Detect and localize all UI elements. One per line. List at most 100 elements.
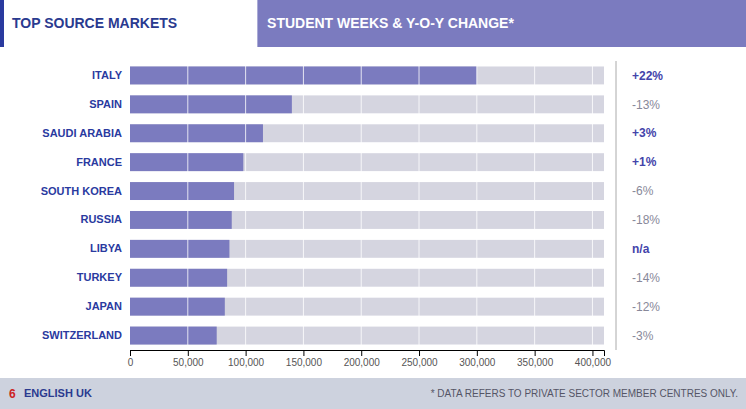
change-label: n/a bbox=[632, 242, 650, 256]
y-tick: JAPAN bbox=[86, 300, 130, 312]
bar bbox=[130, 327, 217, 345]
bar bbox=[130, 95, 292, 113]
title: TOP SOURCE MARKETS bbox=[12, 15, 177, 31]
marks bbox=[130, 66, 604, 344]
x-tick-label: 100,000 bbox=[228, 357, 265, 368]
change-label: +22% bbox=[632, 69, 663, 83]
x-tick: 200,000 bbox=[344, 350, 381, 368]
x-tick-label: 300,000 bbox=[459, 357, 496, 368]
y-tick-label: SPAIN bbox=[89, 98, 122, 110]
x-tick-label: 150,000 bbox=[286, 357, 323, 368]
x-axis: 0 50,000 100,000 150,000 200,000 250,000 300,0… bbox=[128, 350, 612, 368]
track bbox=[130, 95, 604, 113]
y-tick-label: LIBYA bbox=[90, 242, 122, 254]
grid-line bbox=[592, 61, 593, 350]
track bbox=[130, 182, 604, 200]
x-tick: 150,000 bbox=[286, 350, 323, 368]
track bbox=[130, 66, 604, 84]
x-tick-mark bbox=[246, 350, 247, 356]
x-tick-mark bbox=[592, 350, 593, 356]
grid-line bbox=[419, 61, 420, 350]
y-tick-label: ITALY bbox=[92, 69, 123, 81]
x-tick-mark bbox=[188, 350, 189, 356]
x-tick: 50,000 bbox=[173, 350, 204, 368]
grid-line bbox=[187, 61, 188, 350]
y-tick: SOUTH KOREA bbox=[41, 185, 130, 197]
bar bbox=[130, 124, 263, 142]
y-tick: TURKEY bbox=[77, 271, 130, 283]
y-tick-label: FRANCE bbox=[76, 156, 122, 168]
footer-brand: ENGLISH UK bbox=[24, 387, 92, 399]
track bbox=[130, 298, 604, 316]
header: TOP SOURCE MARKETS STUDENT WEEKS & Y-O-Y … bbox=[0, 0, 746, 47]
x-tick: 400,000 bbox=[575, 350, 612, 368]
y-axis: ITALY SPAIN SAUDI ARABIA FRANCE SOUTH KOREA R… bbox=[41, 69, 130, 341]
x-tick-mark bbox=[477, 350, 478, 356]
bar bbox=[130, 153, 243, 171]
x-tick: 0 bbox=[128, 350, 134, 368]
bar bbox=[130, 240, 229, 258]
y-tick-label: JAPAN bbox=[86, 300, 123, 312]
change-label: +3% bbox=[632, 126, 657, 140]
header-accent bbox=[0, 0, 4, 47]
grid-line bbox=[303, 61, 304, 350]
changes: +22% -13% +3% +1% -6% -18% n/a -14% -12% -3% bbox=[616, 61, 663, 350]
change-label: -13% bbox=[632, 98, 660, 112]
y-tick-label: TURKEY bbox=[77, 271, 123, 283]
x-tick-label: 350,000 bbox=[517, 357, 554, 368]
x-tick-mark bbox=[361, 350, 362, 356]
y-tick: SAUDI ARABIA bbox=[42, 127, 130, 139]
change-label: -14% bbox=[632, 271, 660, 285]
footer-bg bbox=[0, 378, 746, 409]
track bbox=[130, 269, 604, 287]
grid-line bbox=[245, 61, 246, 350]
x-tick-label: 0 bbox=[128, 357, 134, 368]
x-tick-label: 250,000 bbox=[401, 357, 438, 368]
footer-note: * DATA REFERS TO PRIVATE SECTOR MEMBER C… bbox=[431, 388, 738, 399]
y-tick: ITALY bbox=[92, 69, 130, 81]
y-tick: LIBYA bbox=[90, 242, 130, 254]
x-tick-mark bbox=[303, 350, 304, 356]
change-label: -6% bbox=[632, 184, 654, 198]
grid-line bbox=[361, 61, 362, 350]
x-tick-label: 400,000 bbox=[575, 357, 612, 368]
y-tick-label: SOUTH KOREA bbox=[41, 185, 122, 197]
track bbox=[130, 211, 604, 229]
change-label: +1% bbox=[632, 155, 657, 169]
y-tick-label: RUSSIA bbox=[80, 213, 122, 225]
bar bbox=[130, 298, 225, 316]
track bbox=[130, 124, 604, 142]
separator bbox=[616, 61, 617, 350]
change-label: -18% bbox=[632, 213, 660, 227]
grid-line bbox=[476, 61, 477, 350]
footer: 6 ENGLISH UK * DATA REFERS TO PRIVATE SECT… bbox=[0, 378, 746, 409]
y-tick: FRANCE bbox=[76, 156, 130, 168]
change-label: -3% bbox=[632, 329, 654, 343]
bar bbox=[130, 182, 234, 200]
plot: 0 50,000 100,000 150,000 200,000 250,000 300,0… bbox=[41, 61, 612, 368]
change-label: -12% bbox=[632, 300, 660, 314]
grid-line bbox=[534, 61, 535, 350]
x-tick-label: 200,000 bbox=[344, 357, 381, 368]
y-tick-label: SAUDI ARABIA bbox=[42, 127, 122, 139]
chart: TOP SOURCE MARKETS STUDENT WEEKS & Y-O-Y … bbox=[0, 0, 746, 409]
header-right-bg bbox=[257, 0, 746, 47]
bar bbox=[130, 211, 232, 229]
x-axis-line bbox=[131, 351, 605, 357]
y-tick-label: SWITZERLAND bbox=[42, 329, 122, 341]
subtitle: STUDENT WEEKS & Y-O-Y CHANGE* bbox=[267, 15, 514, 31]
track bbox=[130, 153, 604, 171]
track bbox=[130, 240, 604, 258]
y-tick: SPAIN bbox=[89, 98, 130, 110]
y-tick: RUSSIA bbox=[80, 213, 130, 225]
x-tick-mark bbox=[130, 350, 131, 356]
x-tick-mark bbox=[419, 350, 420, 356]
x-tick: 300,000 bbox=[459, 350, 496, 368]
header-left-bg bbox=[0, 0, 257, 47]
x-tick: 100,000 bbox=[228, 350, 265, 368]
bar bbox=[130, 269, 227, 287]
x-tick: 350,000 bbox=[517, 350, 554, 368]
track bbox=[130, 327, 604, 345]
y-tick: SWITZERLAND bbox=[42, 329, 130, 341]
footer-page: 6 bbox=[9, 387, 16, 401]
